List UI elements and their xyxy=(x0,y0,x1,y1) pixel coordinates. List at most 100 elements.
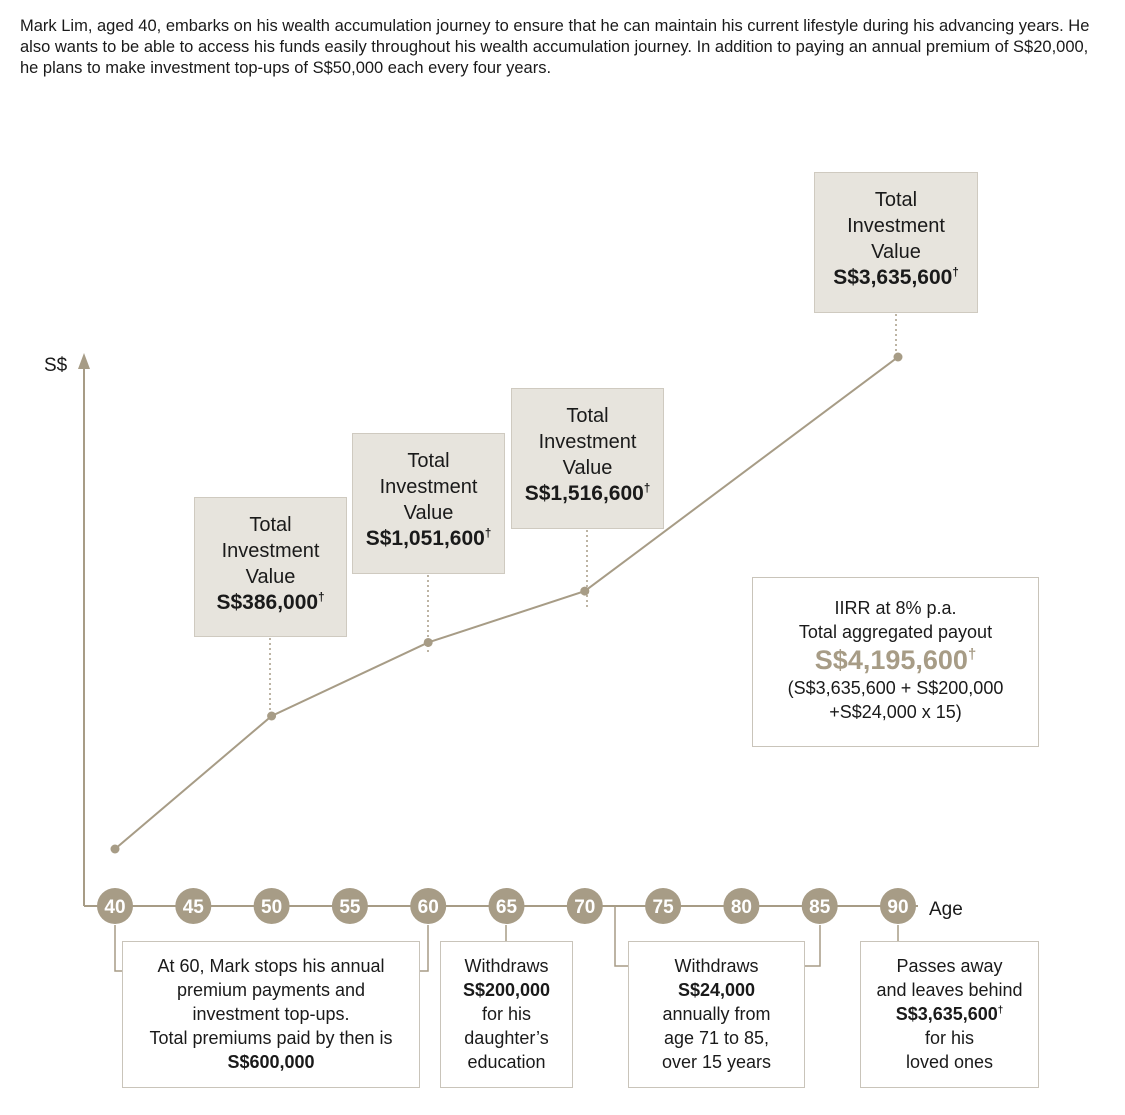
value-box-title-3: Value xyxy=(562,457,613,479)
event-65-line-4: daughter’s xyxy=(464,1028,549,1048)
age-tick-label: 55 xyxy=(339,897,361,918)
value-age-90: S$3,635,600 xyxy=(833,266,953,289)
event-90-line-2: and leaves behind xyxy=(876,980,1023,1000)
age-tick-90: 90 xyxy=(880,888,916,924)
value-box-age-50: Total Investment Value S$386,000† xyxy=(194,497,347,637)
connector-40-60 xyxy=(114,925,123,972)
event-connectors xyxy=(114,906,899,972)
value-box-age-70: Total Investment Value S$1,516,600† xyxy=(511,388,664,529)
event-65-line-3: for his xyxy=(481,1004,532,1024)
age-tick-circle xyxy=(331,888,368,924)
age-tick-60: 60 xyxy=(410,888,447,924)
value-box-title-1: Total xyxy=(874,189,918,211)
age-tick-circle xyxy=(97,888,133,924)
connector-60 xyxy=(420,925,429,972)
payout-title: Total aggregated payout xyxy=(798,622,993,642)
connector-85 xyxy=(805,925,821,967)
age-tick-circle xyxy=(175,888,212,924)
payout-breakdown-2: +S$24,000 x 15) xyxy=(829,702,962,722)
value-box-age-60: Total Investment Value S$1,051,600† xyxy=(352,433,505,574)
value-box-title-3: Value xyxy=(403,502,454,524)
event-box-age-71-85: Withdraws S$24,000 annually from age 71 … xyxy=(628,941,805,1088)
event-65-line-5: education xyxy=(467,1052,546,1072)
event-box-age-60: At 60, Mark stops his annual premium pay… xyxy=(122,941,420,1088)
age-tick-45: 45 xyxy=(175,888,212,924)
data-points xyxy=(110,352,903,854)
value-age-60: S$1,051,600 xyxy=(365,527,485,550)
event-71-line-1: Withdraws xyxy=(674,956,759,976)
data-point-age-50 xyxy=(267,711,277,721)
value-box-title-1: Total xyxy=(566,405,609,427)
event-90-amount: S$3,635,600 xyxy=(895,1004,998,1024)
dagger: † xyxy=(952,267,959,279)
age-tick-80: 80 xyxy=(723,888,760,924)
age-tick-85: 85 xyxy=(801,888,838,924)
data-point-age-90 xyxy=(893,352,903,362)
event-box-age-65: Withdraws S$200,000 for his daughter’s e… xyxy=(440,941,573,1088)
age-tick-circle xyxy=(723,888,760,924)
value-box-title-1: Total xyxy=(249,514,292,536)
event-60-line-1: At 60, Mark stops his annual xyxy=(157,956,385,976)
age-tick-label: 65 xyxy=(496,897,518,918)
age-tick-circle xyxy=(488,888,525,924)
age-tick-label: 85 xyxy=(809,897,831,918)
age-tick-label: 75 xyxy=(653,897,675,918)
event-60-line-3: investment top-ups. xyxy=(192,1004,350,1024)
age-tick-circle xyxy=(880,888,916,924)
dagger: † xyxy=(318,592,325,604)
age-ticks: 40 45 50 55 60 65 70 75 80 85 90 xyxy=(97,888,916,924)
dagger: † xyxy=(997,1005,1004,1016)
event-71-amount: S$24,000 xyxy=(677,980,756,1000)
event-90-line-1: Passes away xyxy=(896,956,1003,976)
event-65-amount: S$200,000 xyxy=(462,980,551,1000)
payout-summary-box: IIRR at 8% p.a. Total aggregated payout … xyxy=(752,577,1039,747)
data-point-age-40 xyxy=(110,844,120,854)
event-60-total-premiums: S$600,000 xyxy=(227,1052,315,1072)
event-65-line-1: Withdraws xyxy=(464,956,549,976)
event-90-line-4: for his xyxy=(924,1028,975,1048)
age-tick-75: 75 xyxy=(645,888,682,924)
age-tick-50: 50 xyxy=(253,888,290,924)
value-age-50: S$386,000 xyxy=(216,591,319,614)
age-tick-label: 90 xyxy=(887,897,908,918)
age-tick-55: 55 xyxy=(331,888,368,924)
age-tick-circle xyxy=(410,888,447,924)
age-tick-label: 40 xyxy=(104,897,125,918)
connector-71 xyxy=(614,906,628,967)
payout-breakdown-1: (S$3,635,600 + S$200,000 xyxy=(787,678,1004,698)
age-tick-label: 45 xyxy=(183,897,205,918)
value-box-title-1: Total xyxy=(407,450,450,472)
event-90-line-5: loved ones xyxy=(905,1052,994,1072)
event-box-age-90: Passes away and leaves behind S$3,635,60… xyxy=(860,941,1039,1088)
event-71-line-3: annually from xyxy=(662,1004,771,1024)
y-axis-label: S$ xyxy=(44,355,68,376)
age-tick-circle xyxy=(253,888,290,924)
age-tick-label: 80 xyxy=(731,897,752,918)
event-60-line-2: premium payments and xyxy=(176,980,366,1000)
age-tick-circle xyxy=(645,888,682,924)
value-box-age-90: Total Investment Value S$3,635,600† xyxy=(814,172,978,313)
data-point-age-70 xyxy=(580,586,590,596)
value-box-title-3: Value xyxy=(245,566,296,588)
age-tick-label: 50 xyxy=(261,897,282,918)
x-axis-label: Age xyxy=(929,899,963,920)
event-71-line-4: age 71 to 85, xyxy=(663,1028,770,1048)
dagger: † xyxy=(484,528,492,540)
value-box-title-3: Value xyxy=(871,241,921,263)
intro-paragraph: Mark Lim, aged 40, embarks on his wealth… xyxy=(20,17,1090,77)
age-tick-circle xyxy=(566,888,603,924)
age-tick-65: 65 xyxy=(488,888,525,924)
value-box-title-2: Investment xyxy=(538,431,637,453)
dagger: † xyxy=(967,647,977,663)
age-tick-circle xyxy=(801,888,838,924)
age-tick-70: 70 xyxy=(566,888,603,924)
value-box-title-2: Investment xyxy=(847,215,945,237)
value-box-title-2: Investment xyxy=(379,476,478,498)
data-point-age-60 xyxy=(423,637,433,647)
event-60-line-4: Total premiums paid by then is xyxy=(149,1028,393,1048)
value-age-70: S$1,516,600 xyxy=(524,482,644,505)
age-tick-40: 40 xyxy=(97,888,133,924)
event-71-line-5: over 15 years xyxy=(661,1052,772,1072)
payout-amount: S$4,195,600 xyxy=(814,645,968,675)
